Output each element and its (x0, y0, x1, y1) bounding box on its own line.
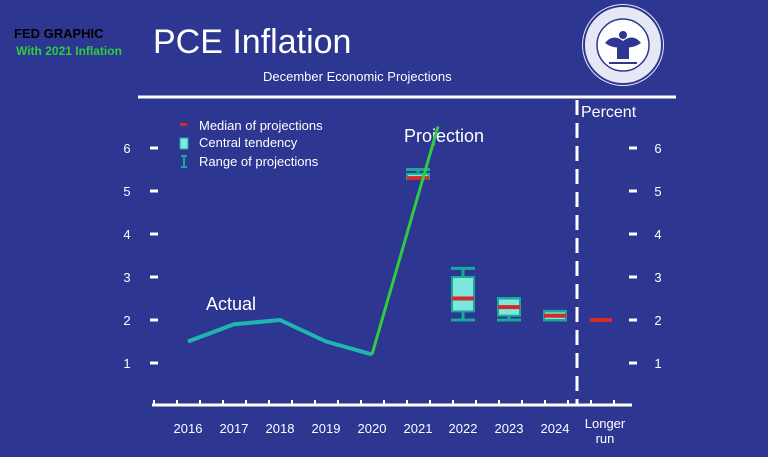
y-tick-label-right: 1 (654, 356, 661, 371)
y-tick-label-right: 4 (654, 227, 661, 242)
x-tick-label: 2022 (449, 421, 478, 436)
median-marker (498, 305, 520, 310)
x-tick-label: 2016 (174, 421, 203, 436)
y-tick-label-left: 4 (123, 227, 130, 242)
overlay-2021-line (370, 126, 440, 355)
unit-label: Percent (581, 104, 637, 121)
projection-longer-run (590, 318, 612, 322)
y-tick-label-left: 6 (123, 141, 130, 156)
median-marker (544, 313, 566, 318)
inflation-2021-badge: With 2021 Inflation (16, 44, 122, 58)
x-tick-label: run (596, 431, 615, 446)
fed-graphic-badge: FED GRAPHIC (14, 26, 104, 41)
y-tick-label-right: 6 (654, 141, 661, 156)
x-tick-label: 2023 (495, 421, 524, 436)
actual-series-line (187, 318, 373, 357)
y-axis-right: 1 2 3 4 5 6 (629, 141, 662, 371)
legend-range-swatch (181, 155, 187, 168)
median-marker (407, 176, 429, 181)
chart-subtitle: December Economic Projections (263, 69, 452, 84)
y-axis-left: 1 2 3 4 5 6 (123, 141, 158, 371)
projection-2023 (497, 297, 521, 322)
legend-median-label: Median of projections (199, 118, 323, 133)
chart-title: PCE Inflation (153, 23, 351, 61)
legend-range-label: Range of projections (199, 154, 319, 169)
legend-central-swatch (179, 137, 189, 150)
y-tick-label-left: 1 (123, 356, 130, 371)
projection-boxes (406, 168, 612, 322)
legend-median-swatch (180, 123, 187, 126)
median-marker (452, 296, 474, 301)
projection-2022 (451, 266, 475, 322)
y-tick-label-left: 2 (123, 313, 130, 328)
y-tick-label-left: 5 (123, 184, 130, 199)
y-tick-label-right: 3 (654, 270, 661, 285)
x-tick-label: 2018 (266, 421, 295, 436)
projection-2024 (543, 309, 567, 322)
legend-central-label: Central tendency (199, 135, 298, 150)
median-marker (590, 318, 612, 322)
y-tick-label-right: 5 (654, 184, 661, 199)
legend: Median of projections Central tendency R… (179, 118, 323, 169)
x-tick-label: 2024 (541, 421, 570, 436)
x-tick-label: 2020 (358, 421, 387, 436)
federal-reserve-seal-icon (582, 4, 664, 86)
actual-annotation: Actual (206, 294, 256, 314)
x-tick-label: 2021 (404, 421, 433, 436)
y-tick-label-right: 2 (654, 313, 661, 328)
projection-annotation: Projection (404, 126, 484, 146)
x-tick-label: 2017 (220, 421, 249, 436)
x-axis: 2016 2017 2018 2019 2020 2021 2022 2023 2024 Long… (153, 400, 626, 446)
central-tendency-box (451, 276, 475, 313)
x-tick-label: Longer (585, 416, 626, 431)
y-tick-label-left: 3 (123, 270, 130, 285)
x-tick-label: 2019 (312, 421, 341, 436)
